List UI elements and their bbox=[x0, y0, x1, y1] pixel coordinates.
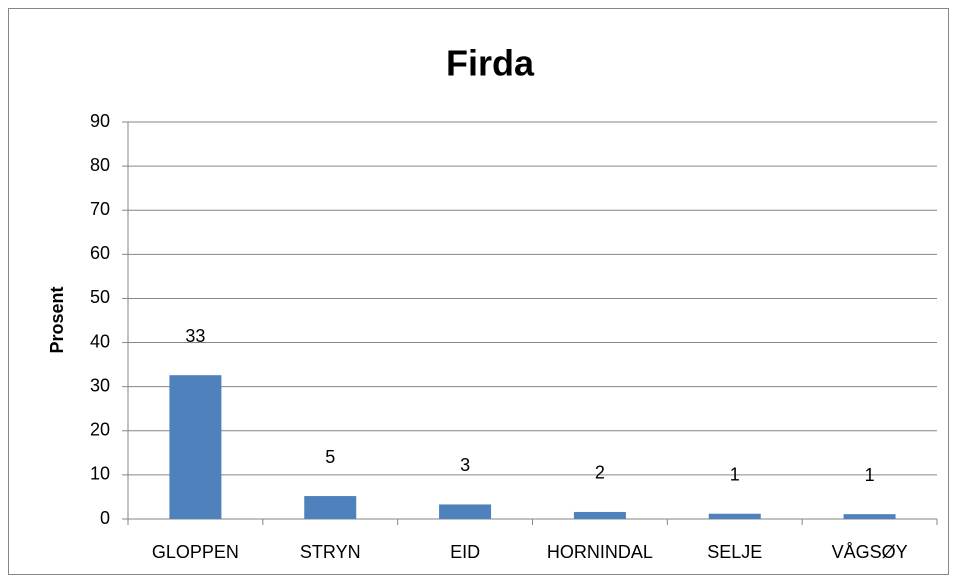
y-tick-label: 20 bbox=[90, 420, 110, 440]
y-tick-label: 50 bbox=[90, 287, 110, 307]
data-label: 1 bbox=[730, 464, 740, 484]
data-label: 33 bbox=[185, 326, 205, 346]
x-tick-label: SELJE bbox=[707, 542, 762, 562]
bar bbox=[439, 504, 492, 519]
bar bbox=[573, 511, 626, 519]
y-axis-label: Prosent bbox=[47, 286, 67, 353]
x-tick-label: EID bbox=[450, 542, 480, 562]
y-tick-label: 40 bbox=[90, 331, 110, 351]
bar bbox=[169, 375, 222, 519]
y-tick-label: 10 bbox=[90, 464, 110, 484]
y-tick-label: 0 bbox=[100, 508, 110, 528]
y-tick-label: 70 bbox=[90, 199, 110, 219]
x-tick-label: STRYN bbox=[300, 542, 361, 562]
chart-border bbox=[8, 8, 949, 575]
data-label: 2 bbox=[595, 463, 605, 483]
data-label: 1 bbox=[865, 465, 875, 485]
y-tick-label: 80 bbox=[90, 155, 110, 175]
x-tick-label: HORNINDAL bbox=[547, 542, 653, 562]
x-tick-label: VÅGSØY bbox=[832, 542, 908, 562]
bar bbox=[843, 514, 896, 519]
chart-title: Firda bbox=[446, 43, 535, 84]
data-label: 3 bbox=[460, 455, 470, 475]
bar bbox=[708, 513, 761, 519]
bar bbox=[304, 496, 357, 519]
data-label: 5 bbox=[325, 447, 335, 467]
y-tick-label: 60 bbox=[90, 243, 110, 263]
y-tick-label: 90 bbox=[90, 111, 110, 131]
x-tick-label: GLOPPEN bbox=[152, 542, 239, 562]
y-tick-label: 30 bbox=[90, 375, 110, 395]
